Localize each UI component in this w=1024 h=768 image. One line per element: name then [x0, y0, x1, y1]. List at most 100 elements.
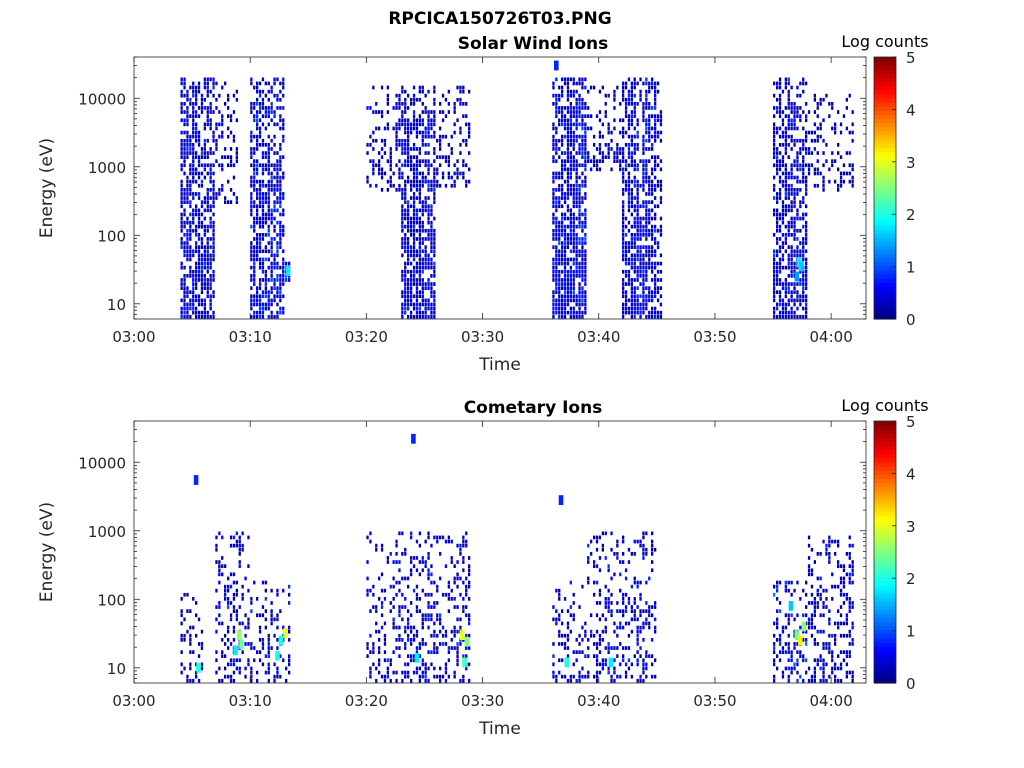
- spectrogram-cell: [654, 188, 657, 192]
- spectrogram-cell: [636, 216, 639, 221]
- spectrogram-cell: [793, 204, 796, 209]
- spectrogram-cell: [253, 167, 256, 172]
- spectrogram-cell: [200, 97, 204, 102]
- spectrogram-cell: [410, 560, 413, 564]
- spectrogram-cell: [781, 212, 785, 217]
- spectrogram-cell: [195, 269, 198, 274]
- colorbar-tick-label: 3: [906, 518, 916, 536]
- spectrogram-cell: [552, 204, 555, 209]
- spectrogram-cell: [401, 274, 404, 278]
- spectrogram-cell: [578, 192, 581, 196]
- spectrogram-cell: [288, 658, 291, 663]
- spectrogram-cell: [561, 306, 564, 311]
- spectrogram-cell: [839, 580, 843, 585]
- spectrogram-cell: [404, 179, 407, 184]
- spectrogram-cell: [197, 114, 201, 118]
- spectrogram-cell: [395, 678, 398, 683]
- spectrogram-cell: [563, 306, 567, 311]
- spectrogram-cell: [418, 642, 421, 646]
- colorbar-segment: [874, 298, 896, 304]
- spectrogram-cell: [386, 102, 389, 106]
- spectrogram-cell: [848, 535, 851, 540]
- spectrogram-cell: [636, 605, 639, 609]
- spectrogram-cell: [186, 294, 189, 299]
- spectrogram-cell: [558, 261, 561, 266]
- spectrogram-cell: [378, 650, 381, 654]
- spectrogram-cell: [209, 302, 212, 307]
- spectrogram-cell: [200, 314, 204, 319]
- spectrogram-cell: [267, 257, 270, 262]
- spectrogram-cell: [465, 633, 468, 638]
- spectrogram-cell: [456, 650, 459, 654]
- spectrogram-cell: [279, 179, 282, 184]
- spectrogram-cell: [433, 179, 436, 184]
- spectrogram-cell: [648, 654, 651, 658]
- spectrogram-cell: [787, 257, 790, 262]
- spectrogram-cell: [192, 286, 195, 290]
- spectrogram-cell: [421, 175, 424, 180]
- spectrogram-cell: [441, 535, 445, 540]
- spectrogram-cell: [264, 212, 267, 217]
- spectrogram-cell: [784, 85, 787, 90]
- spectrogram-cell: [639, 261, 642, 266]
- spectrogram-cell: [192, 159, 195, 163]
- spectrogram-cell: [787, 183, 790, 188]
- spectrogram-cell: [433, 134, 436, 139]
- spectrogram-cell: [389, 167, 392, 172]
- spectrogram-cell: [258, 310, 262, 315]
- spectrogram-cell: [186, 609, 189, 613]
- spectrogram-cell: [433, 253, 436, 258]
- spectrogram-cell: [630, 245, 633, 249]
- colorbar-segment: [874, 163, 896, 169]
- spectrogram-cell: [563, 294, 567, 299]
- spectrogram-cell: [613, 126, 616, 131]
- spectrogram-cell: [819, 102, 822, 106]
- spectrogram-cell: [270, 253, 273, 258]
- spectrogram-cell: [645, 237, 648, 241]
- spectrogram-cell: [441, 93, 445, 98]
- spectrogram-cell: [807, 572, 811, 577]
- spectrogram-cell: [584, 102, 587, 106]
- spectrogram-cell: [642, 188, 645, 192]
- colorbar-tick-label: 3: [906, 154, 916, 172]
- spectrogram-cell: [398, 126, 401, 131]
- spectrogram-cell: [192, 192, 195, 196]
- spectrogram-cell: [250, 130, 253, 135]
- spectrogram-cell: [619, 588, 622, 593]
- spectrogram-cell: [645, 274, 648, 278]
- spectrogram-cell: [834, 642, 837, 646]
- spectrogram-cell: [607, 147, 610, 151]
- spectrogram-cell: [581, 126, 584, 131]
- spectrogram-cell: [805, 241, 808, 245]
- spectrogram-cell: [622, 237, 625, 241]
- spectrogram-cell: [218, 134, 221, 139]
- spectrogram-cell: [264, 306, 267, 311]
- spectrogram-cell: [776, 147, 779, 151]
- spectrogram-cell: [273, 298, 276, 303]
- spectrogram-cell: [624, 290, 628, 294]
- spectrogram-cell: [410, 249, 413, 254]
- spectrogram-cell: [444, 642, 448, 646]
- spectrogram-cell: [633, 106, 636, 110]
- spectrogram-cell: [401, 617, 404, 622]
- spectrogram-cell: [622, 188, 625, 192]
- spectrogram-cell: [558, 670, 561, 675]
- spectrogram-cell: [197, 678, 201, 683]
- spectrogram-cell: [555, 171, 558, 176]
- spectrogram-cell: [566, 241, 570, 245]
- spectrogram-cell: [206, 188, 209, 192]
- spectrogram-cell: [796, 212, 799, 217]
- spectrogram-cell: [651, 605, 654, 609]
- spectrogram-cell: [563, 298, 567, 303]
- spectrogram-cell: [848, 552, 851, 556]
- spectrogram-cell: [802, 89, 805, 94]
- spectrogram-cell: [392, 621, 395, 626]
- spectrogram-cell: [433, 151, 436, 155]
- spectrogram-cell: [636, 224, 639, 229]
- spectrogram-cell: [229, 584, 233, 589]
- spectrogram-cell: [598, 147, 602, 151]
- spectrogram-cell: [645, 212, 648, 217]
- colorbar-segment: [874, 625, 896, 631]
- spectrogram-cell: [279, 241, 282, 245]
- spectrogram-cell: [575, 134, 578, 139]
